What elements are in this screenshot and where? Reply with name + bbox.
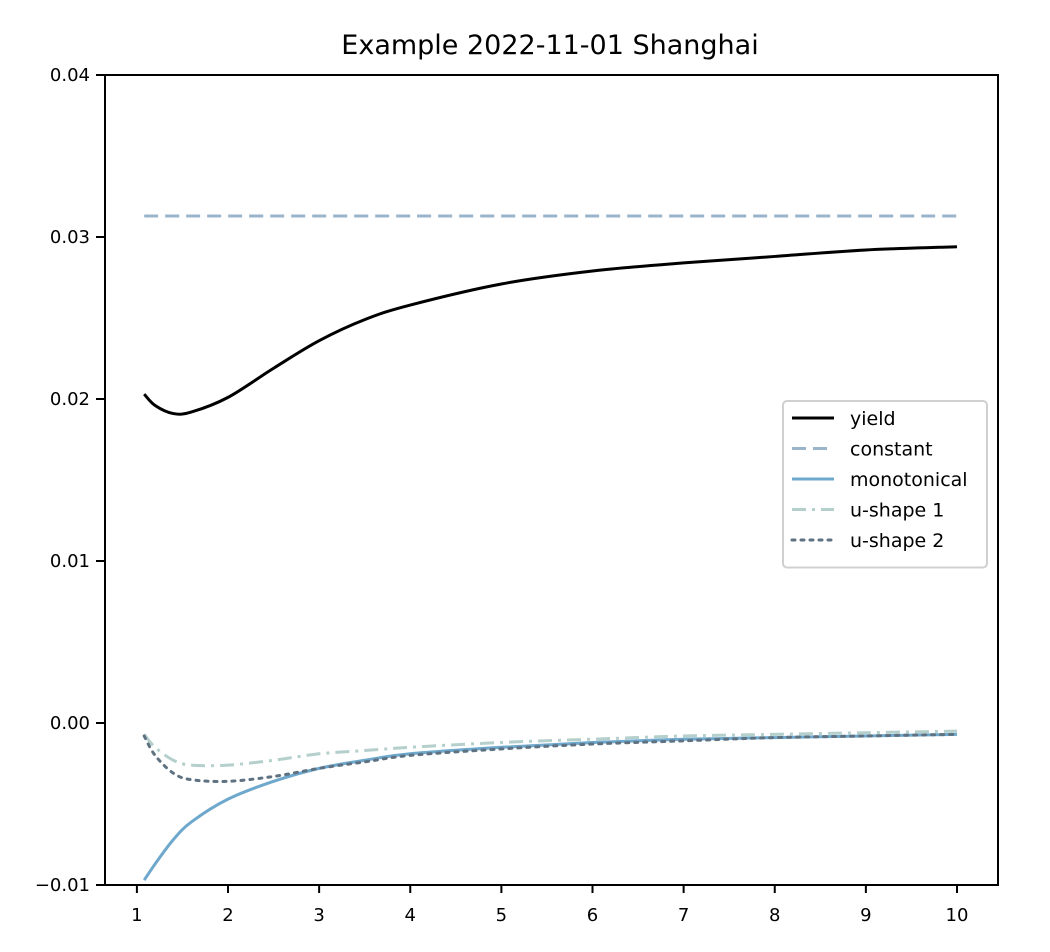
x-tick-label-0: 1: [131, 905, 142, 926]
x-tick-label-8: 9: [860, 905, 871, 926]
x-tick-label-6: 7: [678, 905, 689, 926]
legend: yield constant monotonical u-shape 1 u-shape…: [782, 400, 988, 569]
legend-label-3: u-shape 1: [850, 500, 944, 522]
chart-title: Example 2022-11-01 Shanghai: [341, 30, 758, 61]
legend-box: [782, 400, 988, 569]
y-tick-label-4: 0.03: [50, 227, 90, 248]
legend-label-0: yield: [850, 408, 896, 430]
y-axis: −0.01 0.00 0.01 0.02 0.03 0.04: [35, 65, 105, 896]
y-tick-label-2: 0.01: [50, 551, 90, 572]
legend-label-4: u-shape 2: [850, 530, 944, 552]
x-tick-label-7: 8: [769, 905, 780, 926]
series-line-3: [143, 729, 958, 768]
legend-label-1: constant: [850, 439, 933, 461]
series-layer: [142, 214, 959, 881]
x-tick-label-2: 3: [313, 905, 324, 926]
y-tick-label-1: 0.00: [50, 713, 90, 734]
x-tick-label-1: 2: [222, 905, 233, 926]
y-tick-label-0: −0.01: [35, 875, 90, 896]
x-tick-label-9: 10: [946, 905, 969, 926]
series-line-4: [142, 732, 959, 783]
y-tick-label-3: 0.02: [50, 389, 90, 410]
x-tick-label-3: 4: [405, 905, 416, 926]
y-tick-label-5: 0.04: [50, 65, 90, 86]
legend-label-2: monotonical: [850, 469, 968, 491]
x-tick-label-5: 6: [587, 905, 598, 926]
plot-frame: [104, 74, 999, 886]
series-line-0: [143, 245, 958, 416]
x-tick-label-4: 5: [496, 905, 507, 926]
x-axis: 1 2 3 4 5 6 7 8 9 10: [131, 885, 968, 926]
